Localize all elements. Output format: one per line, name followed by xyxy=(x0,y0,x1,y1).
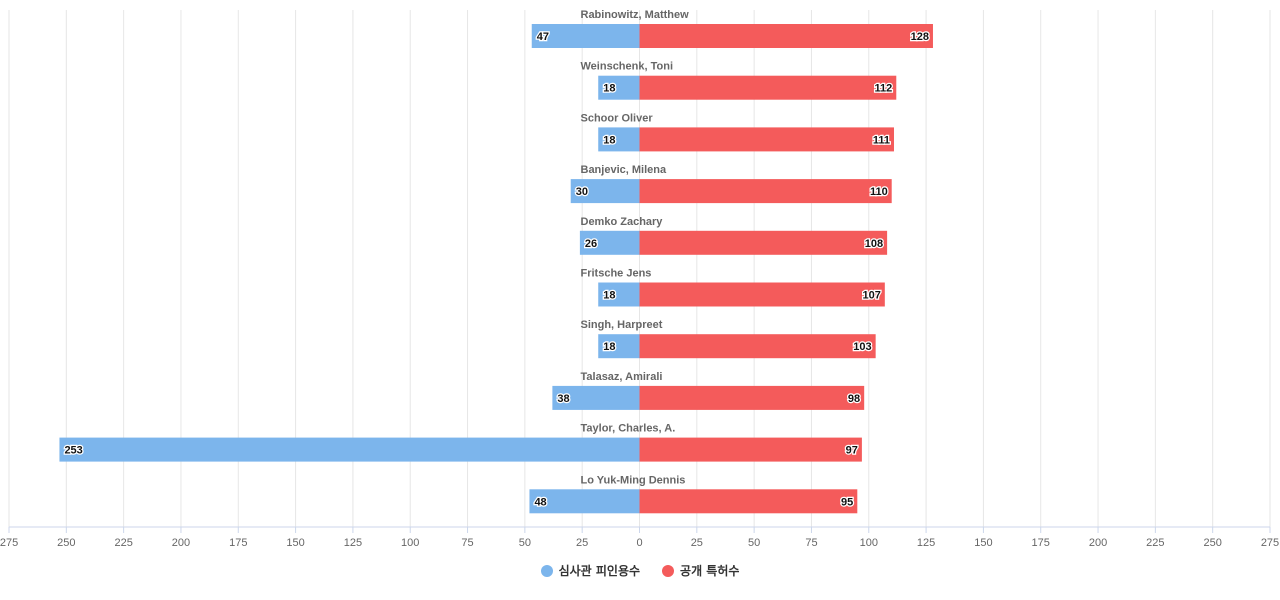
legend-item-citations[interactable]: 심사관 피인용수 xyxy=(540,562,641,579)
data-label-citations: 48 xyxy=(534,496,546,508)
category-label: Schoor Oliver xyxy=(581,112,654,124)
labels: Rabinowitz, Matthew 47 128 Weinschenk, Toni… xyxy=(63,9,930,510)
bar-patents[interactable] xyxy=(639,489,858,514)
legend-dot-patents-icon xyxy=(662,564,675,577)
bar-citations[interactable] xyxy=(570,179,640,204)
category-label: Singh, Harpreet xyxy=(581,319,663,331)
category-label: Taylor, Charles, A. xyxy=(581,423,676,435)
bar-citations[interactable] xyxy=(598,127,640,152)
bar-citations[interactable] xyxy=(59,437,640,462)
x-tick-label: 0 xyxy=(636,537,642,549)
x-tick-label: 75 xyxy=(461,537,473,549)
data-label-patents: 111 xyxy=(873,134,890,146)
x-tick-label: 125 xyxy=(917,537,935,549)
category-label: Talasaz, Amirali xyxy=(581,371,663,383)
bar-patents[interactable] xyxy=(639,24,933,48)
x-tick-label: 275 xyxy=(1261,537,1279,549)
data-label-citations: 18 xyxy=(603,83,615,95)
x-tick-label: 150 xyxy=(286,537,304,549)
bar-patents[interactable] xyxy=(639,127,894,152)
bar-citations[interactable] xyxy=(598,334,640,359)
bar-citations[interactable] xyxy=(552,385,640,410)
x-axis: 275 250 225 200 175 150 125 100 75 50 25 0 25 50 75 100… xyxy=(0,526,1279,549)
x-tick-label: 50 xyxy=(519,537,531,549)
x-tick-label: 100 xyxy=(860,537,878,549)
bars xyxy=(59,24,933,514)
data-label-patents: 97 xyxy=(846,445,858,457)
data-label-citations: 253 xyxy=(64,445,82,457)
x-tick-label: 100 xyxy=(401,537,419,549)
data-label-citations: 26 xyxy=(585,238,597,250)
category-label: Weinschenk, Toni xyxy=(581,61,674,73)
data-label-citations: 38 xyxy=(557,393,569,405)
category-label: Rabinowitz, Matthew xyxy=(581,9,690,21)
bar-citations[interactable] xyxy=(579,230,640,255)
bar-patents[interactable] xyxy=(639,385,865,410)
bar-patents[interactable] xyxy=(639,282,885,307)
bar-patents[interactable] xyxy=(639,437,862,462)
data-label-patents: 103 xyxy=(853,341,871,353)
x-tick-label: 225 xyxy=(1146,537,1164,549)
x-tick-label: 25 xyxy=(691,537,703,549)
data-label-patents: 110 xyxy=(870,186,888,198)
bar-patents[interactable] xyxy=(639,75,897,100)
x-tick-label: 50 xyxy=(748,537,760,549)
data-label-patents: 128 xyxy=(911,31,929,43)
data-label-citations: 18 xyxy=(603,290,615,302)
x-tick-label: 25 xyxy=(576,537,588,549)
data-label-patents: 95 xyxy=(841,496,853,508)
x-tick-label: 125 xyxy=(344,537,362,549)
category-label: Demko Zachary xyxy=(581,216,664,228)
data-label-citations: 30 xyxy=(576,186,588,198)
data-label-patents: 112 xyxy=(875,83,893,95)
x-tick-label: 200 xyxy=(172,537,190,549)
x-tick-label: 225 xyxy=(114,537,132,549)
legend: 심사관 피인용수 공개 특허수 xyxy=(0,562,1280,579)
x-tick-label: 275 xyxy=(0,537,18,549)
legend-label-patents: 공개 특허수 xyxy=(680,564,740,578)
x-tick-label: 200 xyxy=(1089,537,1107,549)
legend-item-patents[interactable]: 공개 특허수 xyxy=(662,562,739,579)
x-tick-label: 250 xyxy=(1204,537,1222,549)
x-tick-label: 250 xyxy=(57,537,75,549)
bar-patents[interactable] xyxy=(639,334,876,359)
x-tick-label: 150 xyxy=(974,537,992,549)
data-label-citations: 18 xyxy=(603,341,615,353)
legend-label-citations: 심사관 피인용수 xyxy=(558,564,641,578)
category-label: Banjevic, Milena xyxy=(581,164,667,176)
category-label: Fritsche Jens xyxy=(581,268,652,280)
data-label-patents: 108 xyxy=(865,238,883,250)
bar-citations[interactable] xyxy=(529,489,640,514)
legend-dot-citations-icon xyxy=(540,564,553,577)
data-label-patents: 98 xyxy=(848,393,860,405)
x-tick-label: 75 xyxy=(805,537,817,549)
bar-patents[interactable] xyxy=(639,179,892,204)
data-label-citations: 18 xyxy=(603,134,615,146)
data-label-patents: 107 xyxy=(862,290,880,302)
bar-citations[interactable] xyxy=(531,24,640,48)
bar-citations[interactable] xyxy=(598,282,640,307)
x-tick-label: 175 xyxy=(229,537,247,549)
x-tick-label: 175 xyxy=(1032,537,1050,549)
category-label: Lo Yuk-Ming Dennis xyxy=(581,474,686,486)
bar-patents[interactable] xyxy=(639,230,888,255)
bar-citations[interactable] xyxy=(598,75,640,100)
data-label-citations: 47 xyxy=(537,31,549,43)
